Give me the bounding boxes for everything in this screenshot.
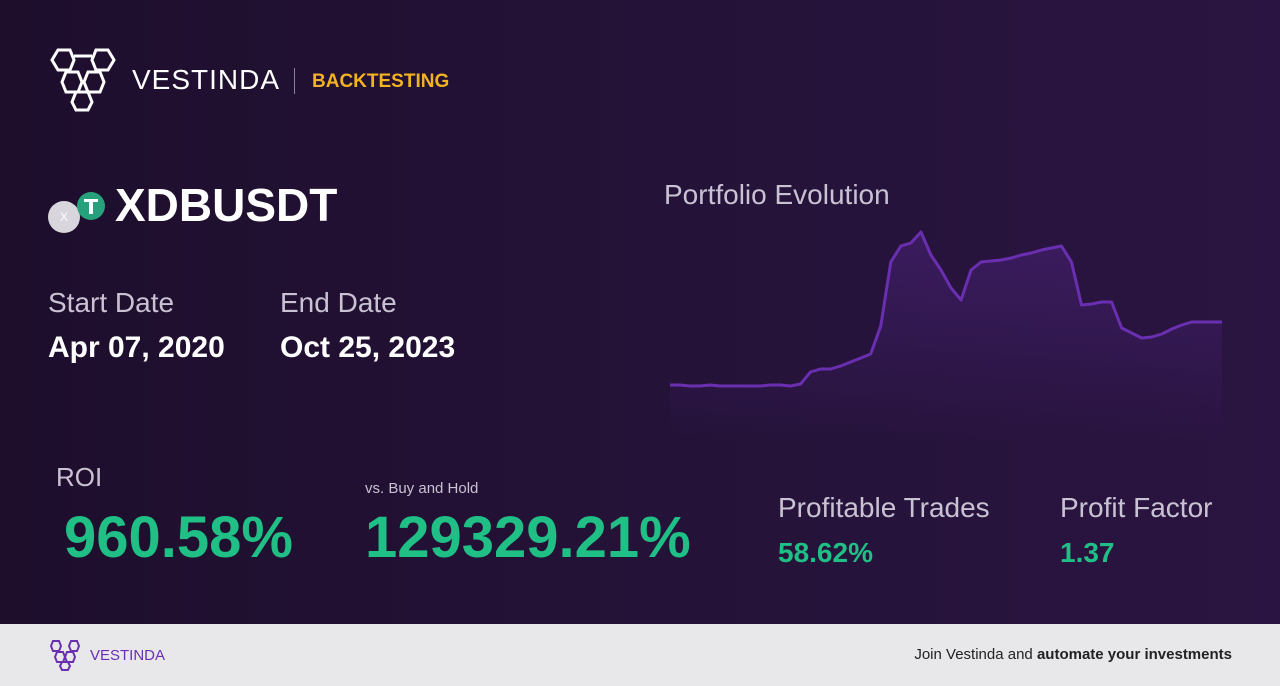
footer: VESTINDA Join Vestinda and automate your… (0, 624, 1280, 686)
cta-bold: automate your investments (1036, 646, 1232, 663)
roi-label: ROI (56, 462, 103, 492)
area (670, 232, 1222, 440)
section: BACKTESTING (312, 71, 450, 92)
symbol: XDBUSDT (115, 179, 338, 231)
card: VESTINDA BACKTESTING X XDBUSDT Start Dat… (0, 0, 1280, 624)
factor-label: Profit Factor (1060, 492, 1213, 523)
line (670, 230, 1222, 388)
chart-title: Portfolio Evolution (664, 179, 890, 210)
divider (294, 68, 295, 94)
end-date: Oct 25, 2023 (280, 331, 456, 364)
bh: 129329.21% (365, 505, 691, 570)
brand: VESTINDA (132, 64, 281, 95)
roi: 960.58% (64, 505, 293, 570)
quote-icon (77, 192, 105, 220)
logo (50, 48, 116, 112)
cta: Join Vestinda and automate your investme… (914, 646, 1232, 663)
start-label: Start Date (48, 287, 175, 318)
start-date: Apr 07, 2020 (48, 331, 225, 364)
profitable-label: Profitable Trades (778, 492, 990, 523)
bh-label: vs. Buy and Hold (365, 480, 479, 497)
profitable: 58.62% (778, 537, 873, 568)
footer-logo (49, 640, 81, 671)
chart (670, 230, 1222, 440)
footer-brand: VESTINDA (90, 647, 166, 664)
cta-plain: Join Vestinda and (914, 646, 1037, 663)
factor: 1.37 (1060, 537, 1115, 568)
base-icon: X (48, 201, 80, 233)
end-label: End Date (280, 287, 397, 318)
